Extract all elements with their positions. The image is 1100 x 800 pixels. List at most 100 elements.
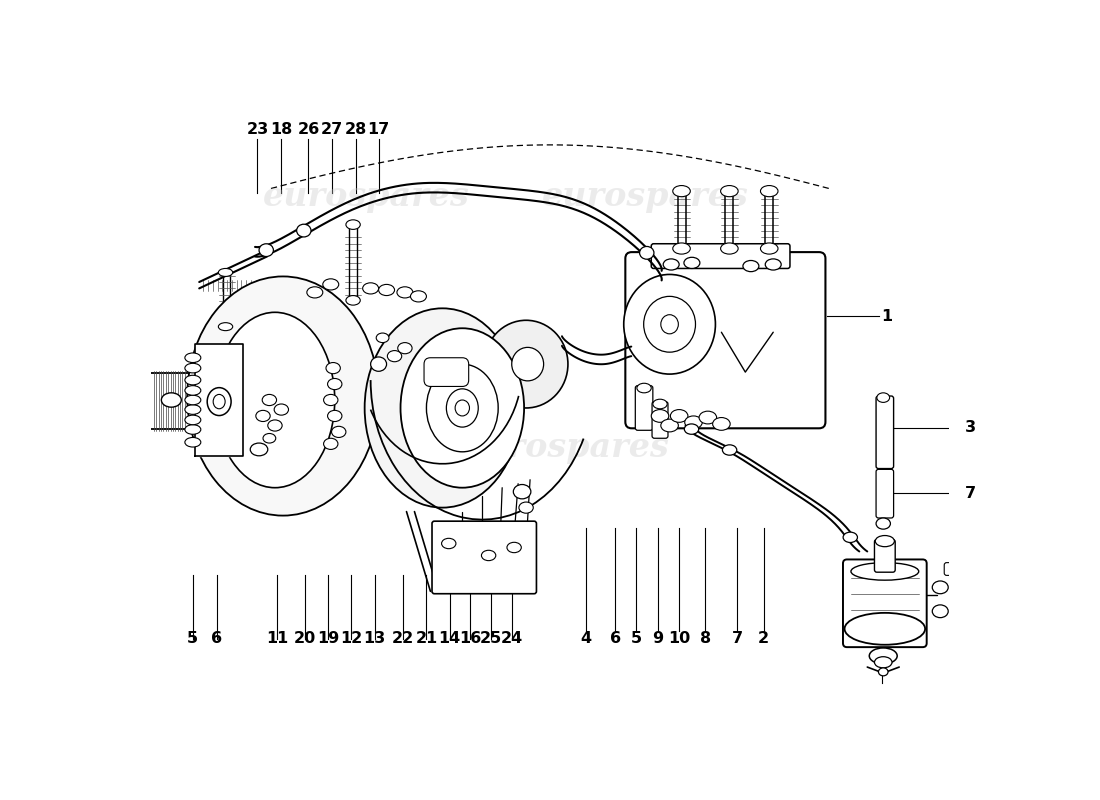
Ellipse shape	[713, 418, 730, 430]
Ellipse shape	[845, 613, 925, 645]
Ellipse shape	[185, 375, 201, 385]
Text: 4: 4	[581, 630, 592, 646]
FancyBboxPatch shape	[636, 386, 652, 430]
Text: 20: 20	[294, 630, 317, 646]
Ellipse shape	[484, 320, 568, 408]
Ellipse shape	[323, 438, 338, 450]
FancyBboxPatch shape	[424, 358, 469, 386]
Ellipse shape	[364, 308, 520, 508]
Text: 5: 5	[187, 630, 198, 646]
Ellipse shape	[376, 333, 389, 342]
Ellipse shape	[185, 405, 201, 414]
Ellipse shape	[345, 220, 361, 230]
Ellipse shape	[187, 277, 378, 515]
Ellipse shape	[260, 244, 274, 257]
Polygon shape	[195, 344, 243, 456]
Ellipse shape	[742, 261, 759, 272]
Text: 27: 27	[321, 122, 343, 137]
Ellipse shape	[378, 285, 395, 295]
Ellipse shape	[512, 347, 543, 381]
Text: 8: 8	[700, 630, 711, 646]
Ellipse shape	[267, 420, 282, 431]
Ellipse shape	[700, 411, 716, 424]
Text: 19: 19	[317, 630, 340, 646]
Text: eurospares: eurospares	[187, 383, 394, 417]
Ellipse shape	[652, 399, 668, 409]
Ellipse shape	[262, 394, 276, 406]
Ellipse shape	[274, 404, 288, 415]
Text: eurospares: eurospares	[542, 180, 749, 214]
Ellipse shape	[720, 243, 738, 254]
Text: 12: 12	[340, 630, 363, 646]
Ellipse shape	[185, 415, 201, 425]
Ellipse shape	[331, 426, 345, 438]
FancyBboxPatch shape	[625, 252, 825, 428]
Ellipse shape	[219, 269, 233, 277]
Ellipse shape	[363, 283, 378, 294]
Ellipse shape	[673, 186, 691, 197]
Text: 5: 5	[630, 630, 641, 646]
Ellipse shape	[213, 394, 226, 409]
Ellipse shape	[723, 445, 737, 455]
Ellipse shape	[307, 286, 322, 298]
FancyBboxPatch shape	[944, 562, 964, 575]
Ellipse shape	[507, 542, 521, 553]
Ellipse shape	[207, 388, 231, 415]
Ellipse shape	[519, 502, 534, 514]
Ellipse shape	[216, 312, 334, 488]
Text: 25: 25	[480, 630, 502, 646]
Ellipse shape	[455, 400, 470, 416]
Ellipse shape	[185, 363, 201, 373]
Ellipse shape	[263, 434, 276, 443]
Ellipse shape	[663, 259, 679, 270]
Ellipse shape	[760, 186, 778, 197]
FancyBboxPatch shape	[874, 539, 895, 572]
Ellipse shape	[639, 246, 653, 259]
Ellipse shape	[328, 410, 342, 422]
Ellipse shape	[323, 394, 338, 406]
Ellipse shape	[387, 350, 402, 362]
Ellipse shape	[661, 419, 679, 432]
Ellipse shape	[256, 410, 271, 422]
Ellipse shape	[877, 393, 890, 402]
Ellipse shape	[843, 532, 858, 542]
Ellipse shape	[876, 518, 890, 529]
Ellipse shape	[760, 243, 778, 254]
Text: 24: 24	[500, 630, 522, 646]
Ellipse shape	[250, 443, 267, 456]
FancyBboxPatch shape	[652, 402, 668, 438]
Text: 6: 6	[609, 630, 620, 646]
Ellipse shape	[185, 386, 201, 395]
Ellipse shape	[447, 389, 478, 427]
Ellipse shape	[879, 668, 888, 676]
Ellipse shape	[661, 314, 679, 334]
Ellipse shape	[297, 224, 311, 237]
FancyBboxPatch shape	[432, 521, 537, 594]
Ellipse shape	[400, 328, 524, 488]
Text: 7: 7	[732, 630, 742, 646]
Ellipse shape	[933, 581, 948, 594]
Ellipse shape	[185, 438, 201, 447]
Ellipse shape	[322, 279, 339, 290]
FancyBboxPatch shape	[876, 470, 893, 518]
FancyBboxPatch shape	[843, 559, 926, 647]
Ellipse shape	[624, 274, 715, 374]
Ellipse shape	[684, 424, 699, 434]
Ellipse shape	[766, 259, 781, 270]
Ellipse shape	[185, 425, 201, 434]
Text: 2: 2	[758, 630, 769, 646]
Text: 9: 9	[652, 630, 663, 646]
Text: 16: 16	[459, 630, 482, 646]
Text: 22: 22	[392, 630, 414, 646]
Ellipse shape	[398, 342, 412, 354]
Ellipse shape	[876, 535, 894, 546]
Ellipse shape	[162, 393, 182, 407]
FancyBboxPatch shape	[651, 244, 790, 269]
Ellipse shape	[371, 357, 386, 371]
Ellipse shape	[185, 395, 201, 405]
Ellipse shape	[345, 295, 361, 305]
Ellipse shape	[410, 290, 427, 302]
Text: 18: 18	[271, 122, 293, 137]
Ellipse shape	[637, 383, 651, 393]
Ellipse shape	[441, 538, 455, 549]
